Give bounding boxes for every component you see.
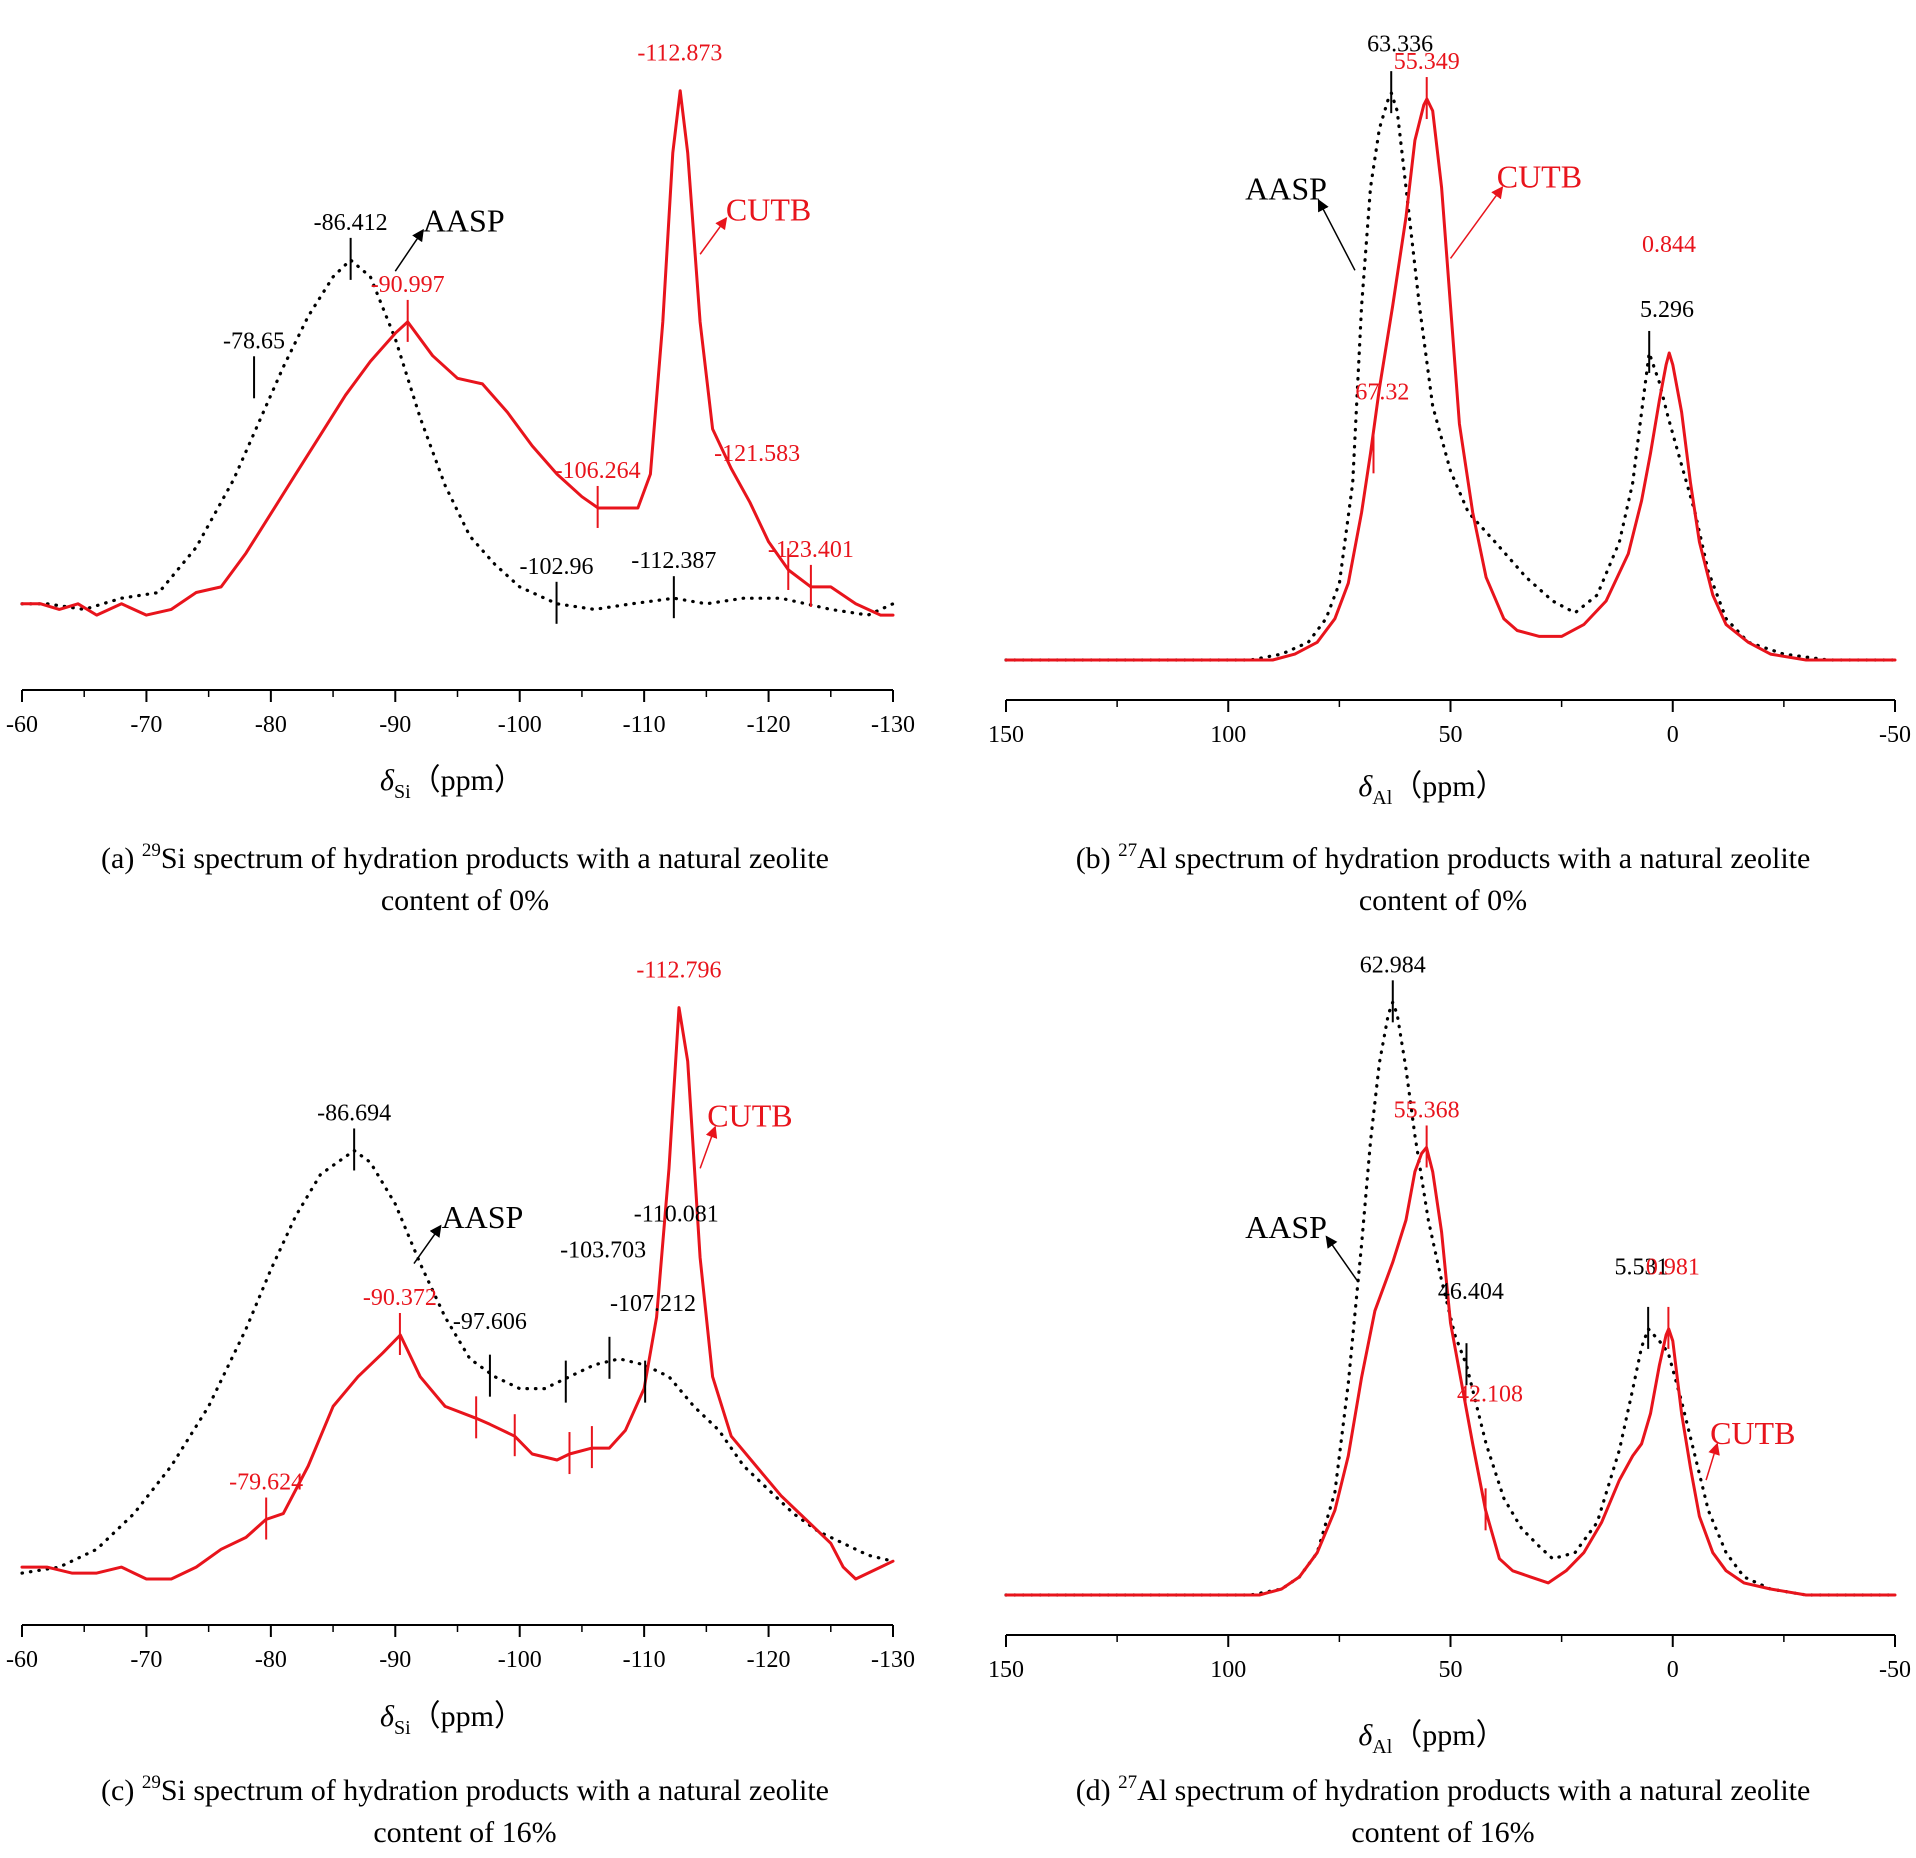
x-tick-label: -80 xyxy=(255,712,287,738)
peak-label: 63.336 xyxy=(1367,31,1433,57)
peak-label: -123.401 xyxy=(768,537,854,563)
series-label-cutb: CUTB xyxy=(1497,159,1582,195)
series-label-arrow xyxy=(1449,186,1504,259)
series-label-aasp: AASP xyxy=(1245,170,1327,206)
peak-label: 0.844 xyxy=(1642,232,1696,258)
peak-label: 5.296 xyxy=(1640,297,1694,323)
panel-c-si29-16pct: -60 -70 -80 -90 -100 -110 -120 -130 AASP CUTB -112… xyxy=(6,958,915,1849)
series-label-aasp: AASP xyxy=(423,203,505,239)
peak-label: 42.108 xyxy=(1457,1382,1523,1408)
series-cutb-line xyxy=(1004,97,1897,662)
panel-a-caption: (a) 29Si spectrum of hydration products … xyxy=(101,840,829,875)
panel-a-plot: -60 -70 -80 -90 -100 -110 -120 -130 AASP CUTB -112… xyxy=(6,41,915,738)
peak-label: 67.32 xyxy=(1355,380,1409,406)
x-tick-label: -60 xyxy=(6,1647,38,1673)
series-label-aasp: AASP xyxy=(1245,1209,1327,1245)
panel-a-caption-line2: content of 0% xyxy=(381,884,549,917)
series-label-arrow xyxy=(413,1224,442,1265)
x-tick-label: -100 xyxy=(498,712,542,738)
peak-label: 55.368 xyxy=(1394,1097,1460,1123)
peak-label: -112.387 xyxy=(631,548,716,574)
panel-d-caption-line2: content of 16% xyxy=(1351,1816,1534,1849)
x-tick-label: 100 xyxy=(1210,722,1246,748)
series-label-arrow xyxy=(1317,199,1356,271)
series-label-arrow xyxy=(1325,1235,1358,1281)
panel-d-xlabel: δAl（ppm） xyxy=(1358,1719,1505,1758)
peak-label: -103.703 xyxy=(560,1237,646,1263)
x-tick-label: 50 xyxy=(1439,722,1463,748)
panel-a-xlabel: δSi（ppm） xyxy=(380,764,524,803)
peak-label: 55.349 xyxy=(1394,49,1460,75)
peak-label: -86.694 xyxy=(317,1100,391,1126)
panel-b-xlabel: δAl（ppm） xyxy=(1358,770,1505,809)
x-tick-label: -50 xyxy=(1879,1657,1911,1683)
x-tick-label: -130 xyxy=(871,1647,915,1673)
peak-label: -78.65 xyxy=(223,328,285,354)
peak-label: 0.981 xyxy=(1646,1255,1700,1281)
peak-label: -90.997 xyxy=(371,272,445,298)
panel-d-plot: 150 100 50 0 -50 AASP CUTB 62.984 55.368 46.404 42… xyxy=(988,952,1911,1683)
x-tick-label: -110 xyxy=(623,1647,666,1673)
panel-c-plot: -60 -70 -80 -90 -100 -110 -120 -130 AASP CUTB -112… xyxy=(6,958,915,1673)
panel-a-si29-0pct: -60 -70 -80 -90 -100 -110 -120 -130 AASP CUTB -112… xyxy=(6,41,915,917)
x-tick-label: -60 xyxy=(6,712,38,738)
series-label-cutb: CUTB xyxy=(726,191,811,227)
panel-d-al27-16pct: 150 100 50 0 -50 AASP CUTB 62.984 55.368 46.404 42… xyxy=(988,952,1911,1849)
x-tick-label: -70 xyxy=(130,712,162,738)
x-tick-label: 0 xyxy=(1667,1657,1679,1683)
panel-d-caption: (d) 27Al spectrum of hydration products … xyxy=(1076,1772,1811,1807)
peak-label: 46.404 xyxy=(1438,1279,1504,1305)
peak-label: -112.873 xyxy=(637,41,722,67)
x-tick-label: -120 xyxy=(747,712,791,738)
peak-label: -79.624 xyxy=(229,1470,303,1496)
panel-c-xlabel: δSi（ppm） xyxy=(380,1700,524,1739)
x-tick-label: -50 xyxy=(1879,722,1911,748)
peak-label: -112.796 xyxy=(636,958,721,984)
peak-label: -86.412 xyxy=(314,210,388,236)
peak-label: 5.531 xyxy=(1614,1255,1668,1281)
series-label-arrow xyxy=(394,228,424,272)
x-tick-label: -130 xyxy=(871,712,915,738)
series-cutb-line xyxy=(20,1006,895,1581)
peak-label: -107.212 xyxy=(610,1291,696,1317)
x-tick-label: -100 xyxy=(498,1647,542,1673)
x-tick-label: 150 xyxy=(988,1657,1024,1683)
series-aasp-line xyxy=(1004,91,1897,662)
peak-label: 62.984 xyxy=(1360,952,1426,978)
x-tick-label: -80 xyxy=(255,1647,287,1673)
peak-label: -110.081 xyxy=(634,1202,719,1228)
series-label-arrow xyxy=(699,1125,718,1169)
x-tick-label: -120 xyxy=(747,1647,791,1673)
series-label-aasp: AASP xyxy=(441,1199,523,1235)
x-tick-label: 50 xyxy=(1439,1657,1463,1683)
x-tick-label: -90 xyxy=(379,1647,411,1673)
peak-label: -102.96 xyxy=(520,554,594,580)
x-tick-label: 100 xyxy=(1210,1657,1246,1683)
x-tick-label: -110 xyxy=(623,712,666,738)
series-cutb-line xyxy=(20,89,895,617)
peak-label: -106.264 xyxy=(555,458,641,484)
panel-c-caption-line2: content of 16% xyxy=(373,1816,556,1849)
peak-label: -97.606 xyxy=(453,1309,527,1335)
series-label-arrow xyxy=(1705,1442,1720,1481)
peak-label: -90.372 xyxy=(363,1285,437,1311)
peak-label: -121.583 xyxy=(714,441,800,467)
x-tick-label: -90 xyxy=(379,712,411,738)
series-label-cutb: CUTB xyxy=(707,1098,792,1134)
x-tick-label: 0 xyxy=(1667,722,1679,748)
x-tick-label: 150 xyxy=(988,722,1024,748)
panel-b-caption: (b) 27Al spectrum of hydration products … xyxy=(1076,840,1811,875)
series-aasp-line xyxy=(20,1148,895,1575)
series-label-cutb: CUTB xyxy=(1710,1415,1795,1451)
panel-c-caption: (c) 29Si spectrum of hydration products … xyxy=(101,1772,829,1807)
x-tick-label: -70 xyxy=(130,1647,162,1673)
series-aasp-line xyxy=(20,258,895,617)
panel-b-caption-line2: content of 0% xyxy=(1359,884,1527,917)
series-cutb-line xyxy=(1004,1146,1897,1597)
series-label-arrow xyxy=(699,216,728,255)
